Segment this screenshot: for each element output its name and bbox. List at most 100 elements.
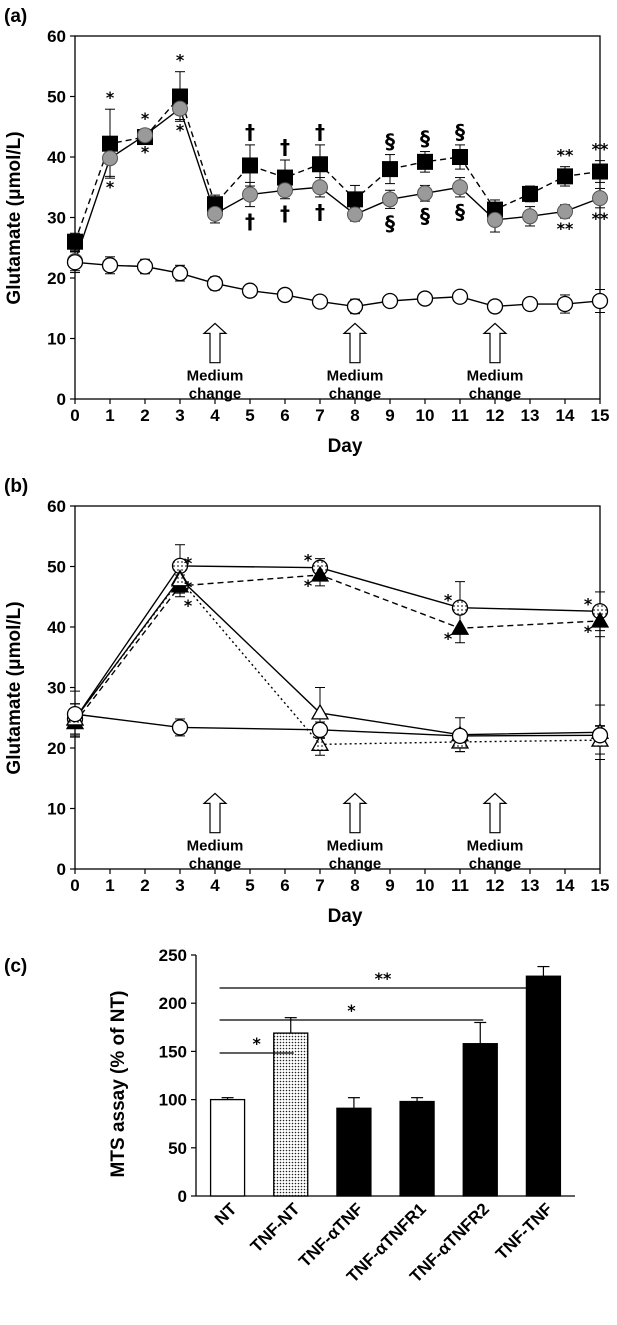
panel-a-data-point	[451, 288, 469, 305]
panel-a-data-point	[172, 100, 188, 117]
panel-c-bar	[273, 1032, 309, 1197]
panel-b-xtick-label: 13	[521, 876, 540, 895]
medium-change-label: Medium	[327, 368, 384, 385]
panel-a-significance-mark: †	[245, 210, 255, 234]
panel-a-significance-mark: †	[245, 120, 255, 144]
panel-a-data-point	[206, 275, 224, 292]
panel-c-bar	[209, 1098, 246, 1197]
panel-c-ytick-label: 150	[159, 1042, 187, 1061]
medium-change-label: Medium	[187, 368, 244, 385]
panel-a-xtick-label: 5	[245, 406, 254, 425]
panel-c-category-label: NT	[211, 1199, 241, 1229]
panel-a-data-point	[486, 298, 504, 315]
panel-a-xtick-label: 12	[486, 406, 505, 425]
panel-a-xtick-label: 13	[521, 406, 540, 425]
panel-b-label: (b)	[4, 476, 28, 497]
panel-a-data-point	[556, 295, 574, 313]
panel-a-significance-mark: §	[385, 130, 395, 154]
panel-b-xtick-label: 11	[451, 876, 469, 895]
panel-b-xtick-label: 8	[350, 876, 359, 895]
panel-b-data-point	[170, 570, 190, 587]
panel-a-data-point	[452, 179, 468, 196]
panel-a-data-point	[311, 293, 329, 310]
panel-a-significance-mark: *	[106, 177, 115, 196]
panel-c-bar	[336, 1107, 372, 1197]
panel-a-xtick-label: 1	[105, 406, 114, 425]
panel-b-data-point	[310, 565, 330, 582]
panel-a-ytick-label: 10	[47, 330, 66, 349]
medium-change-label: Medium	[467, 368, 524, 385]
panel-a-xtick-label: 4	[210, 406, 220, 425]
panel-a-data-point	[557, 168, 573, 185]
panel-b-xlabel: Day	[328, 906, 363, 927]
panel-a-series-line	[74, 261, 601, 308]
panel-a-significance-mark: **	[557, 146, 574, 165]
medium-change-label: Medium	[327, 838, 384, 855]
panel-a-significance-mark: *	[106, 88, 115, 107]
panel-a-ytick-label: 0	[57, 390, 66, 409]
panel-a-data-point	[66, 254, 84, 271]
panel-b-xtick-label: 9	[385, 876, 394, 895]
medium-change-label: change	[189, 856, 242, 873]
panel-a-ylabel: Glutamate (μmol/L)	[4, 131, 25, 304]
panel-c-significance-mark: **	[375, 969, 392, 988]
medium-change-arrow	[202, 792, 228, 834]
panel-b-data-point	[66, 705, 84, 723]
panel-b-xtick-label: 15	[591, 876, 610, 895]
panel-b-xtick-label: 2	[140, 876, 149, 895]
panel-a-label: (a)	[4, 6, 27, 27]
medium-change-label: change	[329, 856, 382, 873]
panel-b-xtick-label: 6	[280, 876, 289, 895]
panel-a-data-point	[382, 191, 398, 208]
panel-a-significance-mark: **	[592, 140, 609, 159]
panel-a-data-point	[137, 127, 153, 144]
panel-c-ytick-label: 250	[159, 946, 187, 965]
panel-b-series-line	[74, 577, 601, 736]
panel-a-significance-mark: †	[280, 202, 290, 226]
medium-change-label: Medium	[187, 838, 244, 855]
panel-a-xtick-label: 8	[350, 406, 359, 425]
panel-a-xtick-label: 6	[280, 406, 289, 425]
panel-a-data-point	[102, 135, 118, 152]
panel-b-ytick-label: 60	[47, 497, 66, 516]
panel-a-xlabel: Day	[328, 436, 363, 457]
panel-b-ytick-label: 30	[47, 679, 66, 698]
panel-b-ytick-label: 10	[47, 800, 66, 819]
panel-a-data-point	[452, 149, 468, 165]
panel-a-significance-mark: †	[315, 120, 325, 144]
panel-c-ylabel: MTS assay (% of NT)	[108, 991, 129, 1178]
panel-c-ytick-label: 200	[159, 994, 187, 1013]
medium-change-arrow	[342, 322, 368, 364]
panel-a-data-point	[592, 163, 608, 180]
panel-b-significance-mark: *	[184, 578, 193, 597]
panel-b-data-point	[310, 735, 330, 752]
panel-a-xtick-label: 10	[416, 406, 435, 425]
panel-a-data-point	[136, 258, 154, 275]
panel-b-xtick-label: 12	[486, 876, 505, 895]
panel-b-xtick-label: 10	[416, 876, 435, 895]
panel-c-category-label: TNF-TNF	[492, 1199, 556, 1263]
medium-change-label: change	[329, 386, 382, 403]
panel-a-significance-mark: †	[280, 135, 290, 159]
panel-a-significance-mark: §	[385, 211, 395, 235]
panel-a-xtick-label: 15	[591, 406, 610, 425]
panel-a-data-point	[382, 161, 398, 178]
panel-a-ytick-label: 40	[47, 148, 66, 167]
panel-b-data-point	[450, 618, 470, 635]
panel-a-data-point	[101, 257, 119, 274]
panel-a-data-point	[242, 186, 258, 203]
panel-a-data-point	[346, 298, 364, 315]
panel-a-significance-mark: *	[176, 51, 185, 70]
panel-a-data-point	[347, 206, 363, 223]
panel-a-xtick-label: 14	[556, 406, 575, 425]
panel-a-data-point	[521, 295, 539, 313]
panel-a-significance-mark: §	[455, 120, 465, 144]
panel-b-significance-mark: *	[184, 596, 193, 615]
panel-a-xtick-label: 7	[315, 406, 324, 425]
medium-change-arrow	[202, 322, 228, 364]
panel-a-data-point	[591, 292, 609, 310]
panel-b-plot-frame	[74, 505, 601, 870]
panel-b-ylabel: Glutamate (μmol/L)	[4, 601, 25, 774]
medium-change-arrow	[342, 792, 368, 834]
